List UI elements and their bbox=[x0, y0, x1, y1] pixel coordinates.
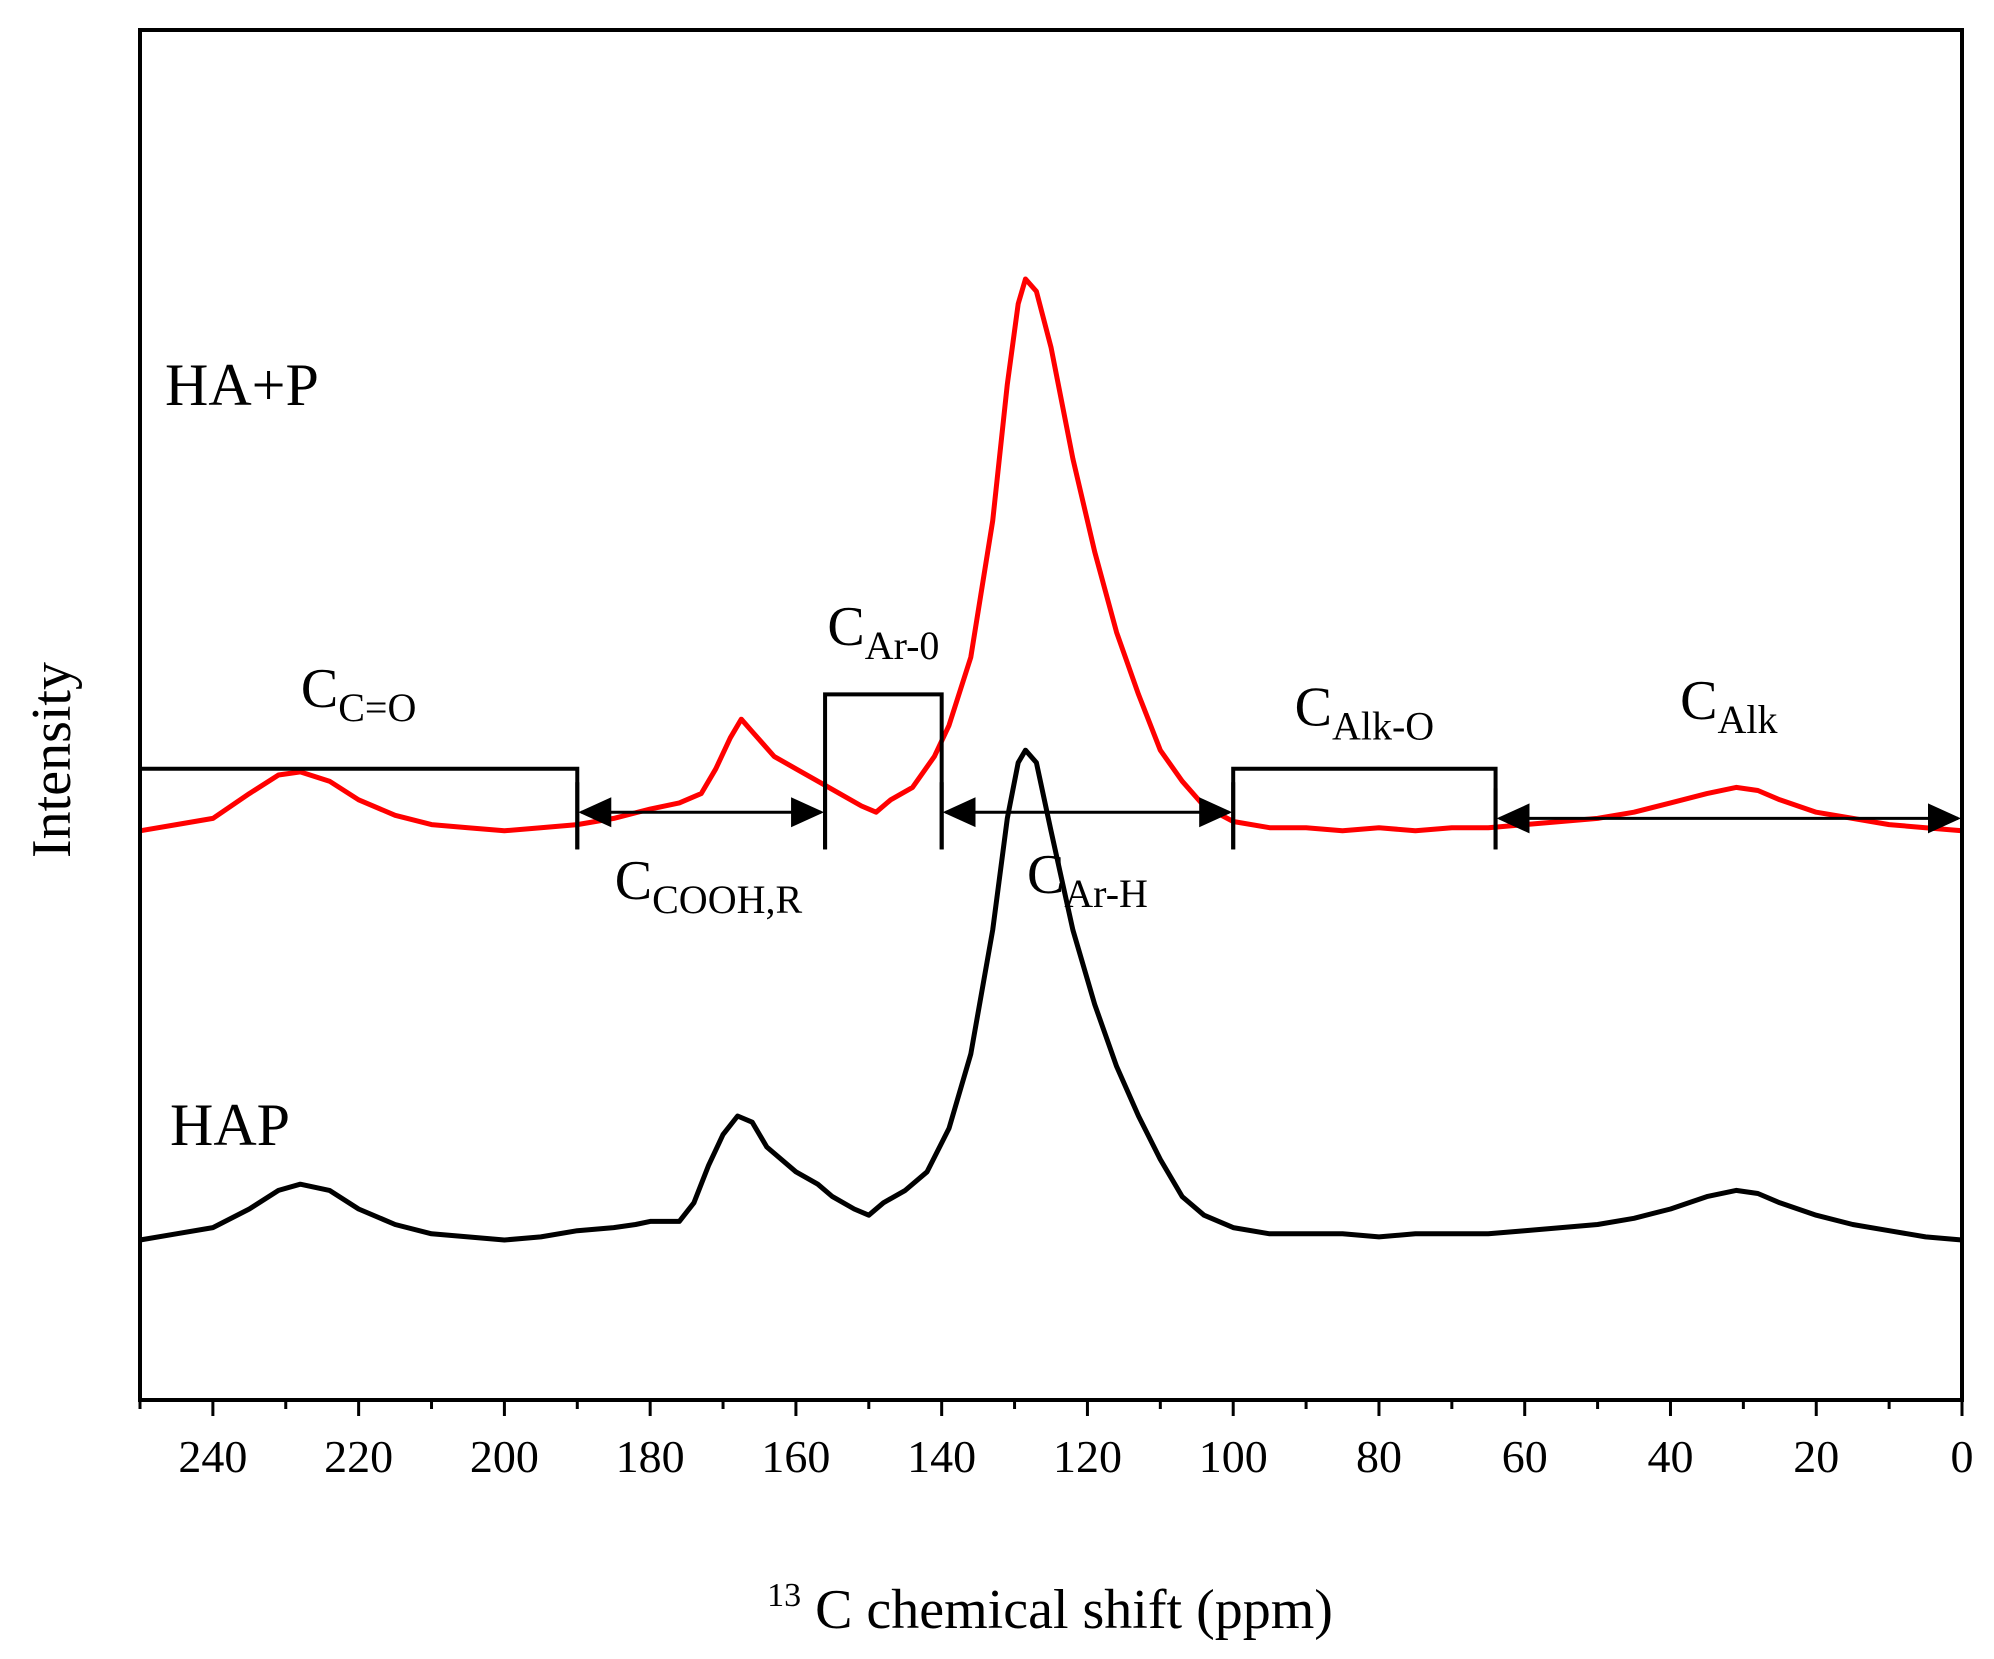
x-axis-title: 13 C chemical shift (ppm) bbox=[767, 1557, 1333, 1641]
y-axis-title: Intensity bbox=[21, 662, 83, 858]
series-label-ha-p: HA+P bbox=[165, 352, 319, 418]
series-line-ha-p bbox=[139, 276, 1963, 834]
region-c-ar-o: CAr-0 bbox=[823, 596, 944, 850]
region-label-main: C bbox=[827, 596, 864, 658]
spectra-series bbox=[139, 276, 1963, 1243]
plot-frame bbox=[138, 28, 1964, 1402]
plot-border bbox=[138, 28, 1964, 1402]
x-tick-label: 140 bbox=[907, 1431, 976, 1482]
x-tick-label: 160 bbox=[761, 1431, 830, 1482]
region-label: CAr-H bbox=[1027, 844, 1148, 916]
x-tick-label: 200 bbox=[470, 1431, 539, 1482]
region-c-ar-h: CAr-H bbox=[939, 782, 1236, 916]
x-tick-label: 80 bbox=[1356, 1431, 1402, 1482]
x-tick-label: 180 bbox=[616, 1431, 685, 1482]
region-label-main: C bbox=[1680, 670, 1717, 732]
x-axis-title-superscript: 13 bbox=[767, 1577, 801, 1614]
region-c-alk: CAlk bbox=[1493, 670, 1964, 850]
region-c-cooh: CCOOH,R bbox=[575, 782, 828, 922]
series-label-hap: HAP bbox=[170, 1092, 290, 1158]
x-tick-label: 120 bbox=[1053, 1431, 1122, 1482]
region-label-sub: Ar-H bbox=[1064, 871, 1148, 916]
x-axis-title-text: C chemical shift (ppm) bbox=[815, 1579, 1333, 1641]
region-label-main: C bbox=[1027, 844, 1064, 906]
x-tick-label: 40 bbox=[1647, 1431, 1693, 1482]
region-label-sub: Alk-O bbox=[1332, 703, 1434, 748]
region-label-sub: COOH,R bbox=[652, 877, 802, 922]
x-tick-label: 220 bbox=[324, 1431, 393, 1482]
region-bracket bbox=[823, 692, 944, 850]
region-label-sub: C=O bbox=[338, 685, 416, 730]
x-tick-label: 240 bbox=[178, 1431, 247, 1482]
region-label: CC=O bbox=[301, 658, 416, 730]
region-label-sub: Alk bbox=[1717, 697, 1777, 742]
region-bracket bbox=[1231, 766, 1498, 850]
x-tick-label: 20 bbox=[1793, 1431, 1839, 1482]
region-c-alk-o: CAlk-O bbox=[1231, 676, 1498, 850]
region-label: CAlk-O bbox=[1295, 676, 1435, 748]
series-labels: HA+P HAP bbox=[165, 352, 319, 1158]
x-tick-label: 100 bbox=[1199, 1431, 1268, 1482]
region-label: CAr-0 bbox=[827, 596, 939, 668]
region-label: CAlk bbox=[1680, 670, 1777, 742]
region-label-sub: Ar-0 bbox=[865, 623, 940, 668]
region-label-main: C bbox=[1295, 676, 1332, 738]
region-label-main: C bbox=[615, 850, 652, 912]
series-line-hap bbox=[139, 747, 1963, 1243]
region-label: CCOOH,R bbox=[615, 850, 803, 922]
x-axis-ticks: 240 220 200 180 160 140 120 100 80 60 40 20 0 bbox=[138, 1400, 1974, 1482]
x-tick-label: 0 bbox=[1951, 1431, 1974, 1482]
region-label-main: C bbox=[301, 658, 338, 720]
region-bracket bbox=[138, 766, 580, 850]
x-tick-label: 60 bbox=[1502, 1431, 1548, 1482]
